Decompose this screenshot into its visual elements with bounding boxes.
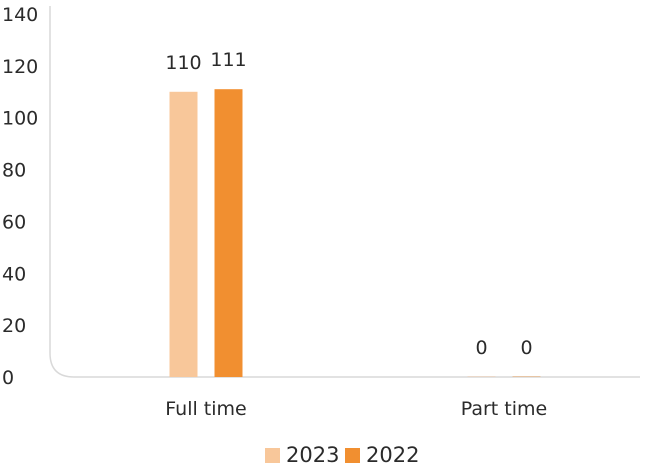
y-tick-label: 80 [2, 160, 26, 182]
y-tick-label: 120 [2, 56, 38, 78]
legend-swatch-2022 [345, 448, 360, 463]
x-axis [49, 6, 640, 378]
y-tick-label: 20 [2, 315, 26, 337]
category-label: Part time [461, 398, 547, 420]
bar-2022-full-time [214, 89, 243, 377]
category-labels: Full time Part time [165, 398, 547, 420]
bars [169, 89, 541, 378]
bar-2023-full-time [169, 91, 198, 378]
legend-label: 2023 [286, 443, 339, 467]
bar-2023-part-time [467, 376, 496, 377]
data-label: 0 [475, 337, 487, 359]
data-labels: 110 111 0 0 [165, 49, 532, 359]
y-tick-label: 0 [2, 367, 14, 389]
legend: 2023 2022 [265, 443, 419, 467]
axis-line [49, 6, 640, 378]
y-tick-label: 40 [2, 263, 26, 285]
y-tick-label: 60 [2, 211, 26, 233]
legend-swatch-2023 [265, 448, 280, 463]
data-label: 110 [165, 52, 201, 74]
data-label: 111 [210, 49, 246, 71]
category-label: Full time [165, 398, 246, 420]
data-label: 0 [520, 337, 532, 359]
legend-label: 2022 [366, 443, 419, 467]
y-axis: 0 20 40 60 80 100 120 140 [2, 4, 38, 389]
y-tick-label: 100 [2, 108, 38, 130]
bar-2022-part-time [512, 376, 541, 377]
y-tick-label: 140 [2, 4, 38, 26]
